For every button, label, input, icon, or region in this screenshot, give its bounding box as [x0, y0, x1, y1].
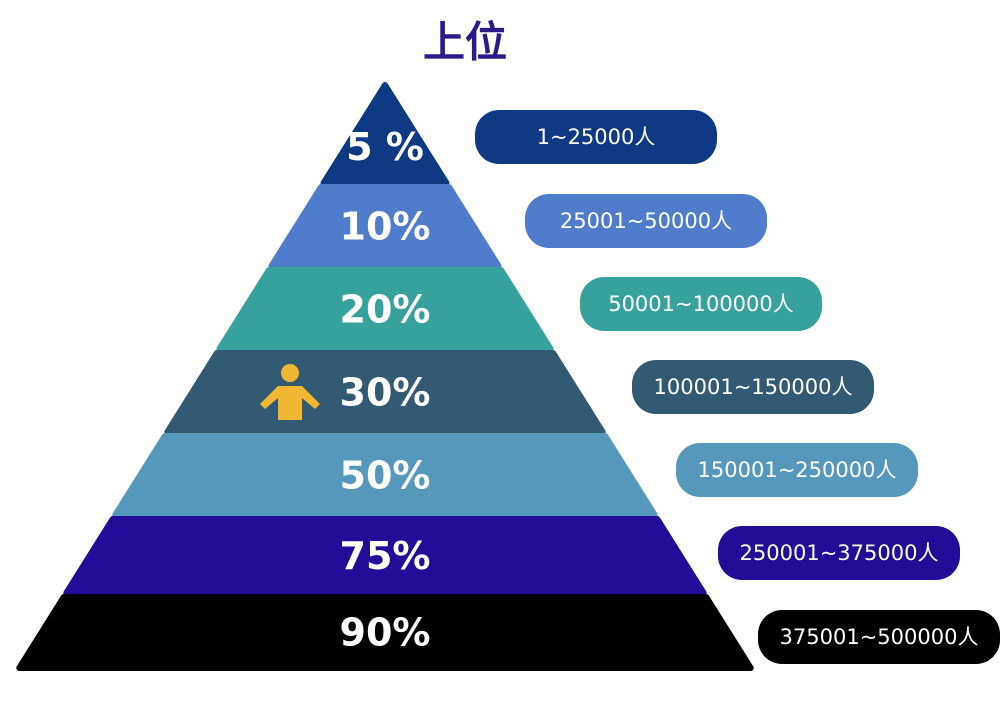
pyramid: 5 % 10% 20% 30% 50% 75% 90%: [16, 82, 754, 671]
range-pill: [632, 360, 874, 414]
pyramid-band: [16, 594, 754, 671]
range-list: 1~25000人 25001~50000人 50001~100000人 100001~…: [475, 110, 1000, 664]
band-label: 75%: [340, 534, 431, 578]
pyramid-band: [112, 433, 658, 518]
range-pill: [718, 526, 960, 580]
pyramid-band: [216, 267, 554, 352]
band-label: 10%: [340, 205, 431, 249]
range-label: 250001~375000人: [740, 541, 939, 565]
band-label: 90%: [340, 611, 431, 655]
pyramid-band: [268, 184, 502, 269]
range-label: 50001~100000人: [608, 292, 794, 316]
band-label: 50%: [340, 454, 431, 498]
range-pill: [525, 194, 767, 248]
range-pill: [758, 610, 1000, 664]
title: 上位: [423, 18, 507, 67]
pyramid-band: [164, 350, 606, 435]
range-label: 375001~500000人: [780, 625, 979, 649]
range-pill: [580, 277, 822, 331]
range-pill: [475, 110, 717, 164]
range-label: 150001~250000人: [698, 458, 897, 482]
pyramid-band: [63, 516, 707, 596]
range-label: 100001~150000人: [654, 375, 853, 399]
band-label: 30%: [340, 371, 431, 415]
range-label: 1~25000人: [537, 125, 656, 149]
range-pill: [676, 443, 918, 497]
pyramid-band: [320, 82, 450, 186]
band-label: 5 %: [346, 125, 424, 169]
range-label: 25001~50000人: [560, 209, 732, 233]
band-label: 20%: [340, 288, 431, 332]
person-icon: [260, 364, 320, 420]
